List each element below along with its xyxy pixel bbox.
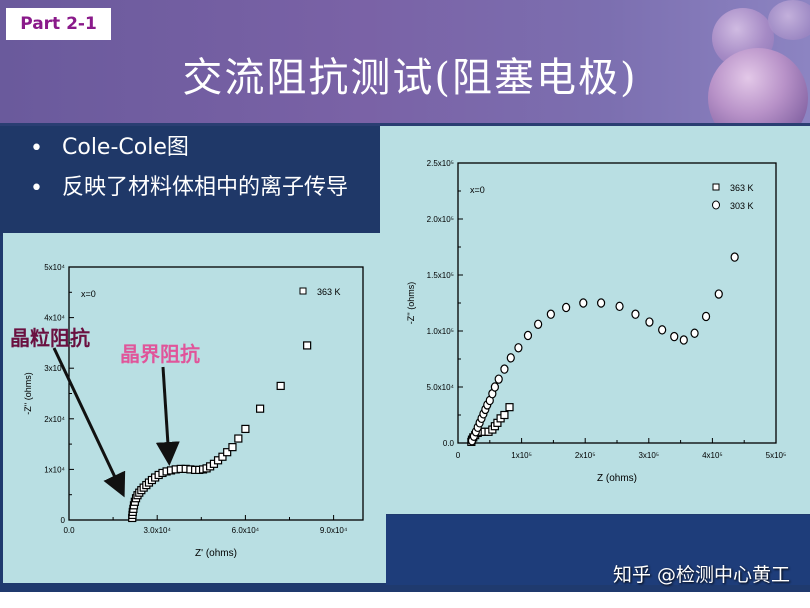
- series-363-K: [128, 341, 312, 523]
- y-tick-label: 0.0: [443, 439, 455, 448]
- x-tick-label: 0: [456, 451, 461, 460]
- y-tick-label: 2x10⁴: [44, 415, 65, 424]
- legend-label: 363 K: [730, 183, 754, 193]
- x-tick-label: 2x10⁵: [575, 451, 596, 460]
- x-axis-label: Z' (ohms): [195, 548, 237, 559]
- legend-label: 363 K: [317, 287, 341, 297]
- legend-square-marker-icon: [712, 183, 720, 191]
- y-tick-label: 2.0x10⁵: [427, 215, 454, 224]
- y-tick-label: 0: [61, 516, 66, 525]
- composition-annotation: x=0: [81, 289, 96, 299]
- y-tick-label: 4x10⁴: [44, 314, 65, 323]
- x-tick-label: 3.0x10⁴: [143, 526, 171, 535]
- legend-circle-marker-icon: [712, 200, 720, 210]
- x-tick-label: 0.0: [63, 526, 75, 535]
- header-divider: [0, 123, 810, 126]
- slide-title: 交流阻抗测试(阻塞电极): [182, 55, 638, 101]
- composition-annotation: x=0: [470, 185, 485, 195]
- y-axis-label: -Z'' (ohms): [23, 372, 33, 414]
- grain-boundary-impedance-label: 晶界阻抗: [120, 342, 200, 366]
- series-303-K: [467, 252, 739, 446]
- legend-label: 303 K: [730, 201, 754, 211]
- y-tick-label: 2.5x10⁵: [427, 159, 454, 168]
- footer-band: [386, 515, 810, 585]
- right-chart-panel: 0 1x10⁵ 2x10⁵ 3x10⁵ 4x10⁵ 5x10⁵ 0.0 5.0x10⁴ 1.0x…: [380, 126, 810, 514]
- y-tick-label: 3x10⁴: [44, 364, 65, 373]
- bullet-item: • 反映了材料体相中的离子传导: [30, 175, 362, 202]
- x-tick-label: 4x10⁵: [702, 451, 723, 460]
- bullet-text: Cole-Cole图: [62, 135, 189, 160]
- left-chart-panel: 0.0 3.0x10⁴ 6.0x10⁴ 9.0x10⁴ 0 1x10⁴ 2x10⁴ 3x10⁴…: [3, 233, 386, 583]
- left-chart: 0.0 3.0x10⁴ 6.0x10⁴ 9.0x10⁴ 0 1x10⁴ 2x10⁴ 3x10⁴…: [23, 263, 364, 559]
- x-tick-label: 5x10⁵: [766, 451, 787, 460]
- x-tick-label: 6.0x10⁴: [232, 526, 260, 535]
- plot-frame: [68, 266, 364, 521]
- y-tick-label: 5.0x10⁴: [427, 383, 455, 392]
- bullet-dot-icon: •: [30, 176, 43, 201]
- y-tick-label: 1.0x10⁵: [427, 327, 454, 336]
- y-tick-label: 1.5x10⁵: [427, 271, 454, 280]
- right-chart: 0 1x10⁵ 2x10⁵ 3x10⁵ 4x10⁵ 5x10⁵ 0.0 5.0x10⁴ 1.0x…: [406, 159, 787, 484]
- slide: Part 2-1 交流阻抗测试(阻塞电极) 0 1x10⁵ 2x10⁵ 3x10⁵ 4x…: [0, 0, 810, 592]
- slide-header: Part 2-1 交流阻抗测试(阻塞电极): [0, 0, 810, 148]
- watermark: 知乎 @检测中心黄工: [612, 564, 790, 586]
- y-tick-label: 5x10⁴: [44, 263, 65, 272]
- y-tick-label: 1x10⁴: [44, 465, 65, 474]
- grain-impedance-label: 晶粒阻抗: [10, 326, 90, 350]
- part-badge-label: Part 2-1: [20, 14, 97, 34]
- x-axis-label: Z (ohms): [597, 473, 637, 484]
- bullet-text: 反映了材料体相中的离子传导: [62, 175, 349, 200]
- bullet-list: • Cole-Cole图 • 反映了材料体相中的离子传导: [0, 126, 380, 236]
- x-tick-label: 3x10⁵: [638, 451, 659, 460]
- x-tick-label: 9.0x10⁴: [320, 526, 348, 535]
- part-badge: Part 2-1: [6, 8, 111, 40]
- y-axis-label: -Z'' (ohms): [406, 282, 416, 324]
- x-tick-label: 1x10⁵: [511, 451, 532, 460]
- decorative-orb-icon: [768, 0, 810, 40]
- bullet-dot-icon: •: [30, 136, 43, 161]
- bullet-item: • Cole-Cole图: [30, 135, 372, 162]
- legend-square-marker-icon: [299, 287, 307, 295]
